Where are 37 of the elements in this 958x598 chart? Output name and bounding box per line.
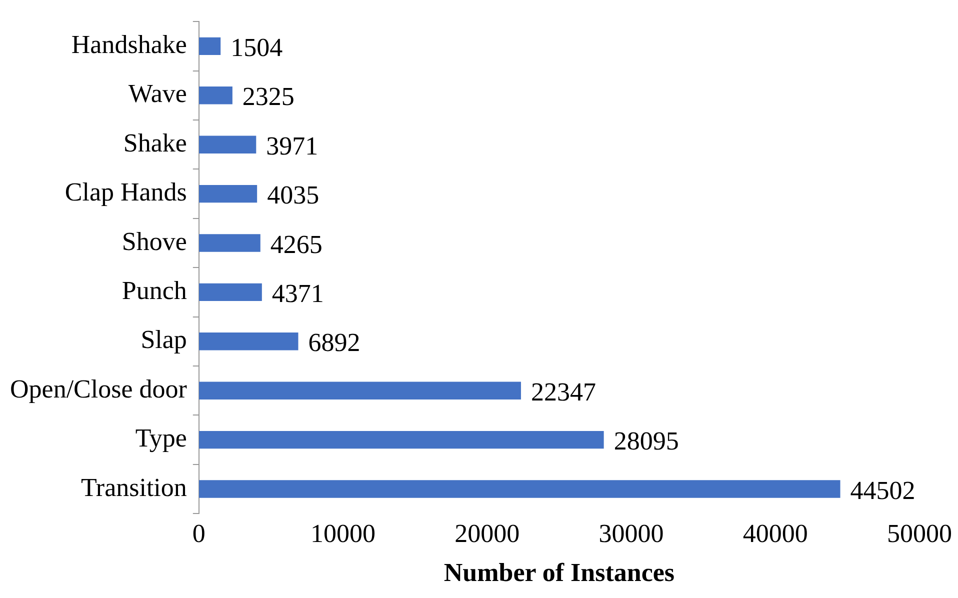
- data-label: 4035: [267, 180, 320, 210]
- data-label: 6892: [308, 328, 360, 358]
- x-tick-label: 10000: [310, 519, 376, 548]
- y-tick-label: Punch: [122, 276, 187, 306]
- bar: [198, 184, 258, 203]
- data-label: 28095: [614, 426, 679, 456]
- bar: [198, 86, 232, 104]
- bar: [198, 332, 298, 350]
- y-tick-label: Type: [135, 424, 187, 453]
- y-tick-label: Transition: [80, 472, 187, 502]
- data-label: 44502: [850, 476, 916, 505]
- bar: [198, 37, 221, 56]
- x-tick-label: 0: [192, 519, 206, 548]
- y-tick-label: Open/Close door: [10, 374, 188, 404]
- data-label: 4265: [270, 230, 322, 259]
- data-label: 22347: [530, 377, 596, 406]
- bar: [198, 283, 262, 302]
- y-tick-label: Shake: [123, 128, 187, 158]
- y-tick-label: Handshake: [71, 30, 187, 60]
- x-tick-label: 50000: [887, 519, 952, 548]
- x-tick-label: 40000: [742, 519, 808, 548]
- bar: [198, 480, 840, 498]
- x-tick-label: 30000: [598, 519, 664, 548]
- y-tick-label: Slap: [140, 325, 187, 354]
- x-tick-label: 20000: [454, 519, 520, 548]
- y-tick-label: Clap Hands: [64, 178, 187, 207]
- data-label: 2325: [242, 82, 294, 112]
- x-axis-title: Number of Instances: [444, 558, 675, 588]
- bar: [198, 234, 260, 252]
- bar: [198, 136, 256, 154]
- bar: [198, 430, 604, 449]
- data-label: 1504: [230, 33, 283, 62]
- y-tick-label: Wave: [128, 79, 187, 108]
- y-tick-label: Shove: [122, 226, 187, 256]
- data-label: 3971: [266, 131, 318, 160]
- data-label: 4371: [272, 279, 324, 308]
- bar: [198, 382, 521, 400]
